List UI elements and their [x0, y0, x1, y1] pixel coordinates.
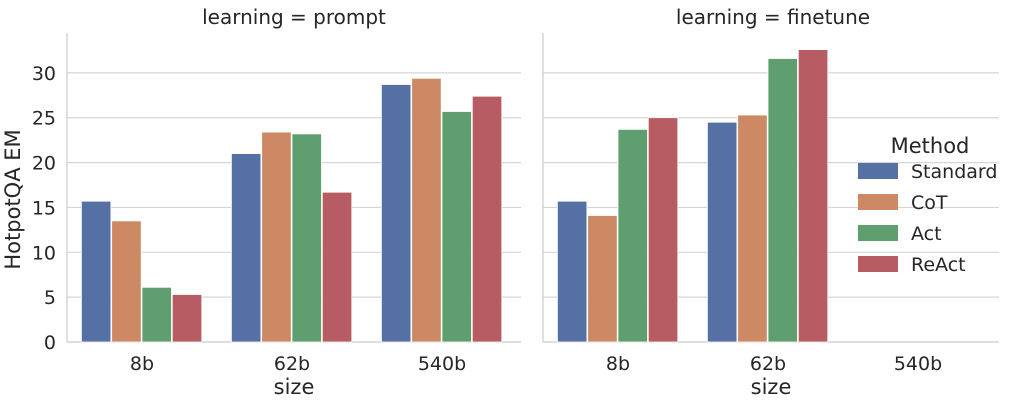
legend-swatch-react	[858, 256, 898, 272]
bar-standard-62b	[230, 153, 262, 343]
x-tick-label: 540b	[894, 353, 942, 375]
bar-react-62b	[321, 191, 353, 343]
y-tick-label: 15	[32, 197, 56, 219]
bar-cot-62b	[737, 114, 768, 343]
bar-act-62b	[767, 58, 798, 343]
y-tick-label: 5	[44, 287, 56, 309]
bar-cot-62b	[261, 131, 292, 343]
x-axis-title: size	[751, 375, 792, 399]
legend-label-standard: Standard	[911, 161, 997, 183]
bar-act-62b	[291, 133, 322, 343]
bar-act-540b	[441, 111, 472, 343]
legend-swatch-act	[858, 225, 898, 241]
legend-label-act: Act	[911, 223, 942, 245]
x-tick-label: 8b	[130, 353, 154, 375]
x-tick-label: 62b	[750, 353, 786, 375]
bar-standard-8b	[81, 200, 112, 343]
bar-standard-540b	[380, 84, 412, 343]
bar-standard-8b	[557, 200, 588, 343]
x-tick-label: 540b	[418, 353, 466, 375]
bar-react-8b	[647, 117, 679, 343]
bar-react-540b	[471, 95, 503, 343]
y-tick-label: 30	[32, 63, 56, 85]
bar-act-8b	[617, 128, 648, 343]
panel-title: learning = prompt	[202, 5, 386, 29]
legend-swatch-cot	[858, 194, 898, 210]
panel-title: learning = finetune	[676, 5, 870, 29]
y-axis-title: HotpotQA EM	[1, 129, 25, 269]
legend-label-cot: CoT	[911, 192, 948, 214]
legend-swatch-standard	[858, 163, 898, 179]
bar-react-62b	[797, 49, 829, 343]
y-tick-label: 25	[32, 108, 56, 130]
x-tick-label: 62b	[274, 353, 310, 375]
x-tick-label: 8b	[606, 353, 630, 375]
bar-cot-540b	[411, 77, 442, 343]
x-axis-title: size	[274, 375, 315, 399]
bar-act-8b	[141, 286, 172, 343]
y-tick-label: 10	[32, 242, 56, 264]
legend-title: Method	[891, 134, 970, 158]
bar-react-8b	[171, 294, 203, 343]
bar-cot-8b	[111, 220, 142, 343]
bar-standard-62b	[707, 121, 738, 343]
legend-label-react: ReAct	[911, 254, 966, 276]
y-tick-label: 0	[44, 332, 56, 354]
bar-cot-8b	[587, 215, 618, 343]
y-tick-label: 20	[32, 153, 56, 175]
